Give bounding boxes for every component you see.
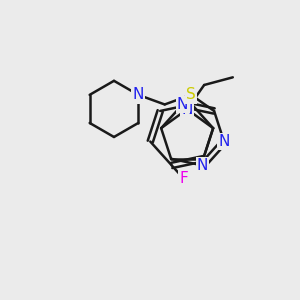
Text: N: N <box>133 87 144 102</box>
Text: N: N <box>197 158 208 173</box>
Text: N: N <box>177 97 188 112</box>
Text: N: N <box>182 102 193 117</box>
Text: F: F <box>179 171 188 186</box>
Text: S: S <box>186 87 196 102</box>
Text: N: N <box>218 134 230 149</box>
